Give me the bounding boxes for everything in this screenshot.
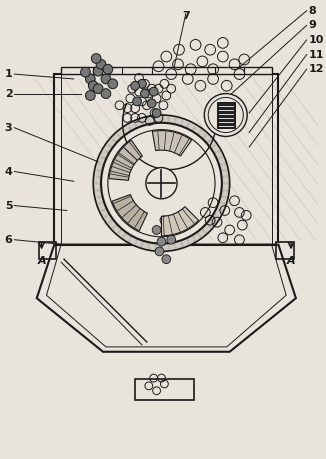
Circle shape: [108, 129, 215, 237]
Text: 1: 1: [5, 69, 12, 79]
Text: 12: 12: [309, 64, 324, 74]
Circle shape: [141, 89, 149, 98]
Circle shape: [162, 255, 171, 263]
Circle shape: [208, 97, 243, 133]
Circle shape: [146, 168, 177, 199]
Circle shape: [157, 237, 166, 246]
Circle shape: [101, 89, 111, 98]
Bar: [39, 242, 56, 259]
Circle shape: [160, 216, 169, 224]
Text: 10: 10: [309, 35, 324, 45]
Circle shape: [133, 97, 141, 106]
Bar: [217, 102, 234, 128]
Circle shape: [96, 60, 106, 69]
Text: 5: 5: [5, 201, 12, 211]
Bar: [276, 242, 294, 259]
Wedge shape: [109, 140, 142, 180]
Bar: [54, 74, 278, 245]
Text: 9: 9: [309, 20, 317, 30]
Circle shape: [85, 90, 95, 101]
Wedge shape: [161, 207, 199, 236]
Circle shape: [152, 109, 161, 118]
Circle shape: [101, 74, 111, 84]
Circle shape: [152, 225, 161, 235]
Circle shape: [138, 79, 146, 88]
Text: 8: 8: [309, 6, 316, 16]
Wedge shape: [112, 195, 147, 231]
Circle shape: [108, 79, 118, 89]
Text: 7: 7: [182, 11, 190, 21]
Circle shape: [88, 81, 98, 90]
Circle shape: [91, 54, 101, 63]
Circle shape: [81, 67, 90, 77]
Bar: [61, 74, 272, 245]
Circle shape: [167, 235, 176, 244]
Text: A: A: [37, 256, 46, 266]
Circle shape: [93, 66, 103, 76]
Text: 11: 11: [309, 50, 324, 60]
Text: 6: 6: [5, 235, 12, 245]
Circle shape: [155, 247, 164, 256]
Circle shape: [204, 94, 247, 136]
Wedge shape: [152, 131, 192, 156]
Circle shape: [164, 228, 173, 236]
Text: 3: 3: [5, 123, 12, 133]
Text: 2: 2: [5, 89, 12, 99]
Text: A: A: [287, 256, 295, 266]
Bar: [135, 379, 194, 401]
Circle shape: [149, 87, 158, 96]
Circle shape: [93, 84, 103, 94]
Circle shape: [85, 74, 95, 84]
Bar: [61, 67, 272, 74]
Text: 4: 4: [5, 167, 12, 177]
Circle shape: [103, 64, 113, 74]
Circle shape: [147, 99, 156, 108]
Circle shape: [131, 81, 140, 90]
Circle shape: [101, 123, 222, 244]
Circle shape: [93, 115, 230, 252]
